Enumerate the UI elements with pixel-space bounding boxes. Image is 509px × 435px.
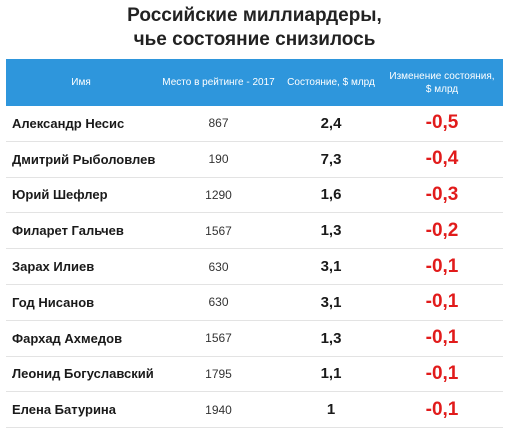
worth-cell: 3,1 [320, 293, 342, 311]
rank-cell: 867 [208, 116, 229, 131]
person-name: Зарах Илиев [12, 259, 95, 275]
worth-cell: 1,3 [320, 222, 342, 240]
header-worth: Состояние, $ млрд [287, 77, 375, 88]
change-cell: -0,1 [425, 255, 459, 277]
worth-cell: 1 [326, 401, 336, 419]
person-name: Филарет Гальчев [12, 223, 124, 239]
worth-cell: 1,3 [320, 329, 342, 347]
header-rank: Место в рейтинге - 2017 [162, 77, 275, 88]
worth-cell: 1,1 [320, 365, 342, 383]
table-row: Леонид Богуславский 1795 1,1 -0,1 [6, 357, 503, 393]
person-name: Год Нисанов [12, 294, 95, 310]
table-row: Год Нисанов 630 3,1 -0,1 [6, 285, 503, 321]
person-name: Дмитрий Рыболовлев [12, 151, 156, 167]
change-cell: -0,2 [425, 219, 459, 241]
person-name: Елена Батурина [12, 402, 117, 418]
person-name: Фархад Ахмедов [12, 330, 123, 346]
person-name: Александр Несис [12, 115, 125, 131]
change-cell: -0,1 [425, 291, 459, 313]
rank-cell: 1940 [205, 402, 232, 417]
worth-cell: 3,1 [320, 258, 342, 276]
change-cell: -0,4 [425, 148, 459, 170]
person-name: Юрий Шефлер [12, 187, 108, 203]
worth-cell: 7,3 [320, 150, 342, 168]
change-cell: -0,3 [425, 183, 459, 205]
rank-cell: 190 [208, 152, 229, 167]
change-cell: -0,1 [425, 327, 459, 349]
chart-title: Российские миллиардеры, чье состояние сн… [0, 4, 509, 52]
table-row: Юрий Шефлер 1290 1,6 -0,3 [6, 178, 503, 214]
rank-cell: 1567 [205, 331, 232, 346]
title-line-2: чье состояние снизилось [133, 29, 376, 50]
header-change: Изменение состояния, $ млрд [389, 70, 495, 95]
billionaires-table: Имя Место в рейтинге - 2017 Состояние, $… [6, 59, 503, 429]
table-row: Елена Батурина 1940 1 -0,1 [6, 392, 503, 429]
worth-cell: 2,4 [320, 114, 342, 132]
change-cell: -0,5 [425, 112, 459, 134]
title-line-1: Российские миллиардеры, [127, 5, 382, 26]
person-name: Леонид Богуславский [12, 366, 154, 382]
rank-cell: 630 [208, 295, 229, 310]
table-row: Филарет Гальчев 1567 1,3 -0,2 [6, 213, 503, 250]
table-body: Александр Несис 867 2,4 -0,5 Дмитрий Рыболов… [6, 106, 503, 429]
table-row: Фархад Ахмедов 1567 1,3 -0,1 [6, 321, 503, 357]
change-cell: -0,1 [425, 362, 459, 384]
change-cell: -0,1 [425, 398, 459, 420]
rank-cell: 1567 [205, 223, 232, 238]
header-name: Имя [71, 77, 91, 88]
rank-cell: 630 [208, 259, 229, 274]
worth-cell: 1,6 [320, 186, 342, 204]
table-row: Дмитрий Рыболовлев 190 7,3 -0,4 [6, 142, 503, 178]
rank-cell: 1795 [205, 366, 232, 381]
table-header: Имя Место в рейтинге - 2017 Состояние, $… [6, 59, 503, 106]
table-row: Зарах Илиев 630 3,1 -0,1 [6, 249, 503, 285]
table-row: Александр Несис 867 2,4 -0,5 [6, 106, 503, 142]
rank-cell: 1290 [205, 187, 232, 202]
